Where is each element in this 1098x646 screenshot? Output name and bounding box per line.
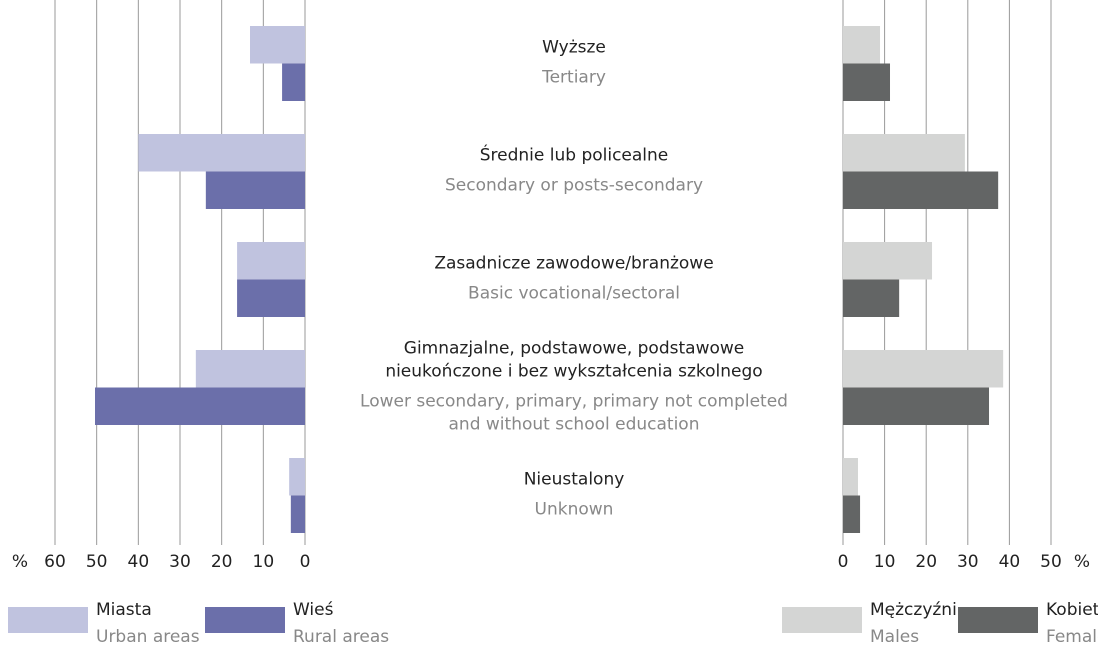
category-label: Gimnazjalne, podstawowe, podstawowe xyxy=(404,339,744,359)
bar xyxy=(237,279,305,317)
legend-label: Wieś xyxy=(293,600,334,620)
legend-swatch xyxy=(205,607,285,633)
legend-swatch xyxy=(958,607,1038,633)
bar xyxy=(843,134,965,172)
legend-label: Kobiety xyxy=(1046,600,1098,620)
bar xyxy=(843,350,1004,388)
category-label-en: Unknown xyxy=(535,500,614,520)
x-unit: % xyxy=(1074,552,1090,572)
legend-swatch xyxy=(782,607,862,633)
bar xyxy=(138,134,305,172)
bar xyxy=(843,63,891,101)
category-label: Średnie lub policealne xyxy=(480,144,669,166)
bar xyxy=(843,242,933,280)
x-tick-label: 30 xyxy=(957,552,979,572)
category-label-en: Lower secondary, primary, primary not co… xyxy=(360,392,788,412)
bar xyxy=(205,171,305,209)
category-label: nieukończone i bez wykształcenia szkolne… xyxy=(385,362,762,382)
x-tick-label: 60 xyxy=(44,552,66,572)
bar xyxy=(843,387,990,425)
legend-label-en: Males xyxy=(870,627,919,646)
category-label-en: Basic vocational/sectoral xyxy=(468,284,680,304)
x-tick-label: 0 xyxy=(838,552,849,572)
legend-label: Miasta xyxy=(96,600,152,620)
category-label: Wyższe xyxy=(542,38,606,58)
bar xyxy=(195,350,305,388)
legend-label-en: Females xyxy=(1046,627,1098,646)
x-tick-label: 0 xyxy=(300,552,311,572)
category-label-en: and without school education xyxy=(449,415,700,435)
category-label: Zasadnicze zawodowe/branżowe xyxy=(434,254,713,274)
category-label-en: Tertiary xyxy=(541,68,606,88)
bar xyxy=(843,171,999,209)
legend-swatch xyxy=(8,607,88,633)
x-tick-label: 10 xyxy=(253,552,275,572)
x-tick-label: 30 xyxy=(169,552,191,572)
x-tick-label: 40 xyxy=(999,552,1021,572)
legend-label-en: Rural areas xyxy=(293,627,389,646)
legend-label: Mężczyźni xyxy=(870,600,957,620)
bar xyxy=(843,495,861,533)
x-tick-label: 10 xyxy=(874,552,896,572)
bar xyxy=(843,279,900,317)
category-label: Nieustalony xyxy=(524,470,625,490)
bar xyxy=(290,495,305,533)
x-tick-label: 20 xyxy=(915,552,937,572)
x-unit: % xyxy=(12,552,28,572)
bar xyxy=(843,458,858,496)
x-tick-label: 40 xyxy=(128,552,150,572)
bar xyxy=(95,387,305,425)
bar xyxy=(289,458,305,496)
x-tick-label: 50 xyxy=(1040,552,1062,572)
bar xyxy=(282,63,305,101)
bar xyxy=(843,26,881,64)
x-tick-label: 20 xyxy=(211,552,233,572)
bar xyxy=(250,26,305,64)
x-tick-label: 50 xyxy=(86,552,108,572)
bar xyxy=(237,242,305,280)
category-label-en: Secondary or posts-secondary xyxy=(445,176,703,196)
legend-label-en: Urban areas xyxy=(96,627,200,646)
